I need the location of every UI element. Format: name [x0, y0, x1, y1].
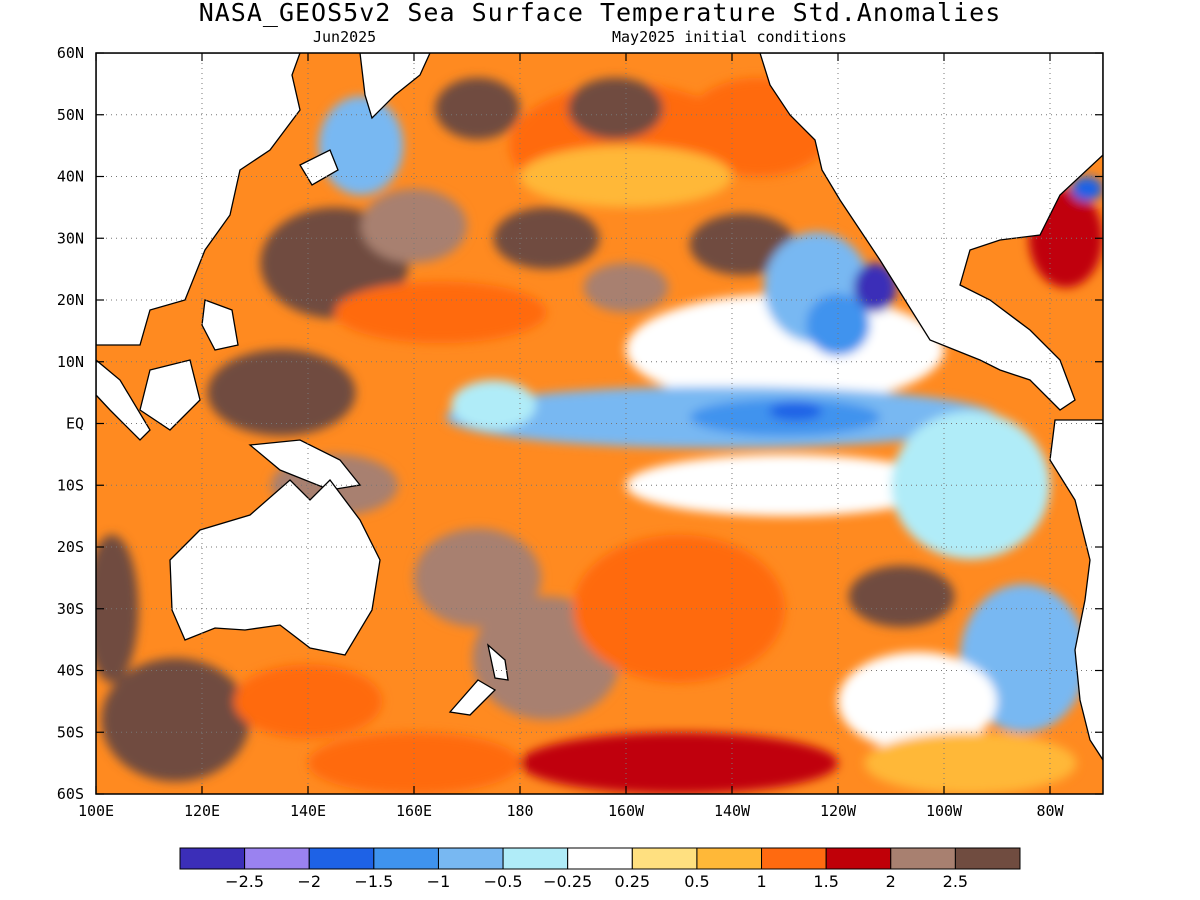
anomaly-region-21	[891, 411, 1050, 560]
colorbar-swatch	[954, 847, 1021, 870]
colorbar-swatch	[761, 847, 827, 870]
colorbar-label: 0.5	[684, 872, 709, 891]
land-south-america	[1049, 419, 1103, 762]
lon-tick-label: 180	[506, 802, 533, 820]
colorbar-label: 1	[756, 872, 766, 891]
land-australia	[169, 479, 381, 656]
lon-tick-label: 120E	[184, 802, 220, 820]
anomaly-region-20	[626, 454, 944, 517]
colorbar-label: −2	[297, 872, 321, 891]
lat-tick-label: 50N	[57, 106, 84, 124]
anomaly-region-10	[334, 281, 547, 344]
colorbar-swatch	[373, 847, 439, 870]
axes: 60N50N40N30N20N10NEQ10S20S30S40S50S60S10…	[57, 44, 1103, 820]
anomaly-region-29	[838, 651, 997, 751]
anomaly-region-35	[96, 534, 139, 683]
colorbar-label: 2.5	[943, 872, 968, 891]
gridlines	[96, 53, 1103, 794]
anomaly-region-34	[864, 732, 1077, 794]
anomaly-region-4	[567, 77, 664, 140]
colorbar-swatch	[825, 847, 892, 870]
anomaly-region-6	[361, 188, 467, 263]
forecast-month-label: Jun2025	[313, 28, 377, 46]
lon-tick-label: 100E	[78, 802, 114, 820]
anomaly-region-8	[583, 262, 669, 313]
lon-tick-label: 120W	[820, 802, 857, 820]
lat-tick-label: 30S	[57, 600, 84, 618]
anomaly-region-31	[233, 664, 383, 739]
initial-conditions-label: May2025 initial conditions	[612, 28, 847, 46]
colorbar-swatch	[244, 847, 310, 870]
land-asia	[96, 53, 301, 346]
colorbar-swatch	[631, 847, 698, 870]
colorbar-swatch	[890, 847, 956, 870]
land-kamchatka	[359, 53, 431, 120]
lon-tick-label: 140E	[290, 802, 326, 820]
colorbar-label: −0.5	[484, 872, 523, 891]
anomaly-region-33	[520, 732, 838, 794]
lat-tick-label: 40S	[57, 662, 84, 680]
anomaly-region-3	[435, 77, 520, 140]
anomaly-region-15	[806, 293, 870, 356]
lon-tick-label: 160W	[608, 802, 645, 820]
lat-tick-label: 60N	[57, 44, 84, 62]
lon-tick-label: 80W	[1036, 802, 1064, 820]
colorbar-swatch	[179, 847, 246, 870]
colorbar-label: 2	[886, 872, 896, 891]
land-nz-north	[486, 643, 509, 681]
anomaly-region-36	[318, 96, 404, 196]
anomaly-region-22	[207, 349, 356, 436]
lat-tick-label: 50S	[57, 723, 84, 741]
lon-tick-label: 100W	[926, 802, 963, 820]
colorbar-label: −0.25	[543, 872, 592, 891]
anomaly-region-38	[1071, 176, 1103, 202]
anomaly-region-19	[451, 380, 536, 430]
land-new-guinea	[248, 439, 362, 491]
anomaly-region-27	[848, 565, 955, 628]
colorbar-swatch	[567, 847, 633, 870]
colorbar-label: −2.5	[225, 872, 264, 891]
land-philippines	[201, 299, 239, 351]
anomaly-region-30	[101, 658, 250, 782]
anomaly-region-18	[769, 401, 823, 421]
map-title: NASA_GEOS5v2 Sea Surface Temperature Std…	[198, 0, 1002, 27]
anomaly-region-24	[414, 528, 542, 628]
colorbar-swatch	[502, 847, 569, 870]
lat-tick-label: 40N	[57, 168, 84, 186]
colorbar-label: −1.5	[354, 872, 393, 891]
colorbar-label: −1	[427, 872, 451, 891]
land-masses	[96, 53, 1103, 762]
lon-tick-label: 160E	[396, 802, 432, 820]
colorbar-swatch	[308, 847, 375, 870]
land-sumatra	[96, 359, 151, 441]
colorbar-swatch	[696, 847, 763, 870]
lat-tick-label: 10N	[57, 353, 84, 371]
land-nz-south	[448, 679, 497, 716]
lat-tick-label: 20N	[57, 291, 84, 309]
anomaly-region-14	[853, 262, 897, 313]
land-borneo	[139, 359, 201, 431]
colorbar-label: 1.5	[813, 872, 838, 891]
lon-tick-label: 140W	[714, 802, 751, 820]
lat-tick-label: 30N	[57, 229, 84, 247]
colorbar-swatch	[437, 847, 504, 870]
lat-tick-label: 10S	[57, 476, 84, 494]
colorbar-label: 0.25	[614, 872, 650, 891]
lat-tick-label: 60S	[57, 785, 84, 803]
lat-tick-label: 20S	[57, 538, 84, 556]
anomaly-regions	[96, 77, 1103, 794]
anomaly-region-26	[573, 534, 785, 683]
lat-tick-label: EQ	[66, 415, 84, 433]
anomaly-region-9	[689, 213, 796, 276]
colorbar: −2.5 −2 −1.5 −1 −0.5 −0.25 0.25 0.5 1 1.5 2 2.5	[179, 847, 1021, 891]
land-north-america	[759, 53, 1103, 411]
